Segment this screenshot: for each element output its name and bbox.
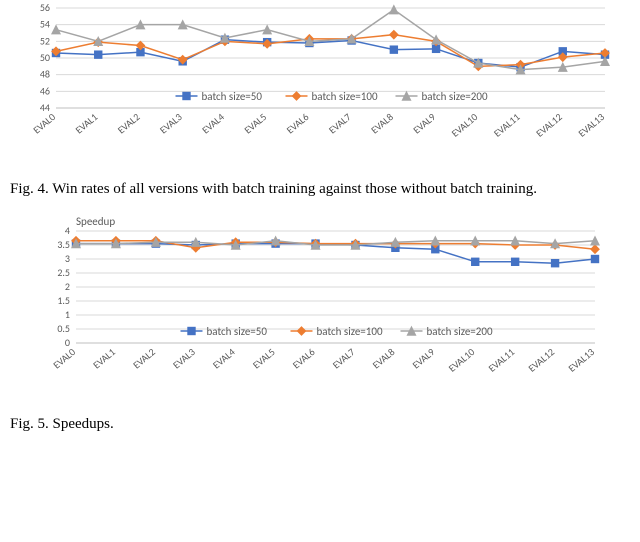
svg-text:3.5: 3.5	[57, 238, 70, 251]
svg-text:50: 50	[40, 51, 50, 64]
svg-text:Speedup: Speedup	[76, 215, 115, 228]
svg-text:1: 1	[65, 308, 70, 321]
svg-text:4: 4	[65, 224, 70, 237]
fig4-chart: 44464850525456EVAL0EVAL1EVAL2EVAL3EVAL4E…	[10, 4, 630, 174]
svg-text:batch size=50: batch size=50	[207, 325, 268, 338]
svg-text:3: 3	[65, 252, 70, 265]
fig5-caption: Fig. 5. Speedups.	[10, 415, 630, 434]
svg-text:batch size=100: batch size=100	[317, 325, 383, 338]
svg-text:54: 54	[40, 18, 50, 31]
svg-text:56: 56	[40, 4, 50, 14]
svg-text:batch size=100: batch size=100	[312, 90, 378, 103]
fig5-chart: 00.511.522.533.54SpeedupEVAL0EVAL1EVAL2E…	[30, 209, 630, 409]
svg-text:52: 52	[40, 34, 50, 47]
svg-text:1.5: 1.5	[57, 294, 70, 307]
svg-text:batch size=50: batch size=50	[202, 90, 263, 103]
svg-text:48: 48	[40, 68, 50, 81]
fig4-caption: Fig. 4. Win rates of all versions with b…	[10, 180, 630, 199]
fig5-svg: 00.511.522.533.54SpeedupEVAL0EVAL1EVAL2E…	[30, 209, 600, 409]
svg-text:2.5: 2.5	[57, 266, 70, 279]
svg-text:2: 2	[65, 280, 70, 293]
svg-text:batch size=200: batch size=200	[422, 90, 488, 103]
svg-text:0.5: 0.5	[57, 322, 70, 335]
svg-text:batch size=200: batch size=200	[427, 325, 493, 338]
svg-text:46: 46	[40, 84, 50, 97]
fig4-svg: 44464850525456EVAL0EVAL1EVAL2EVAL3EVAL4E…	[10, 4, 610, 174]
